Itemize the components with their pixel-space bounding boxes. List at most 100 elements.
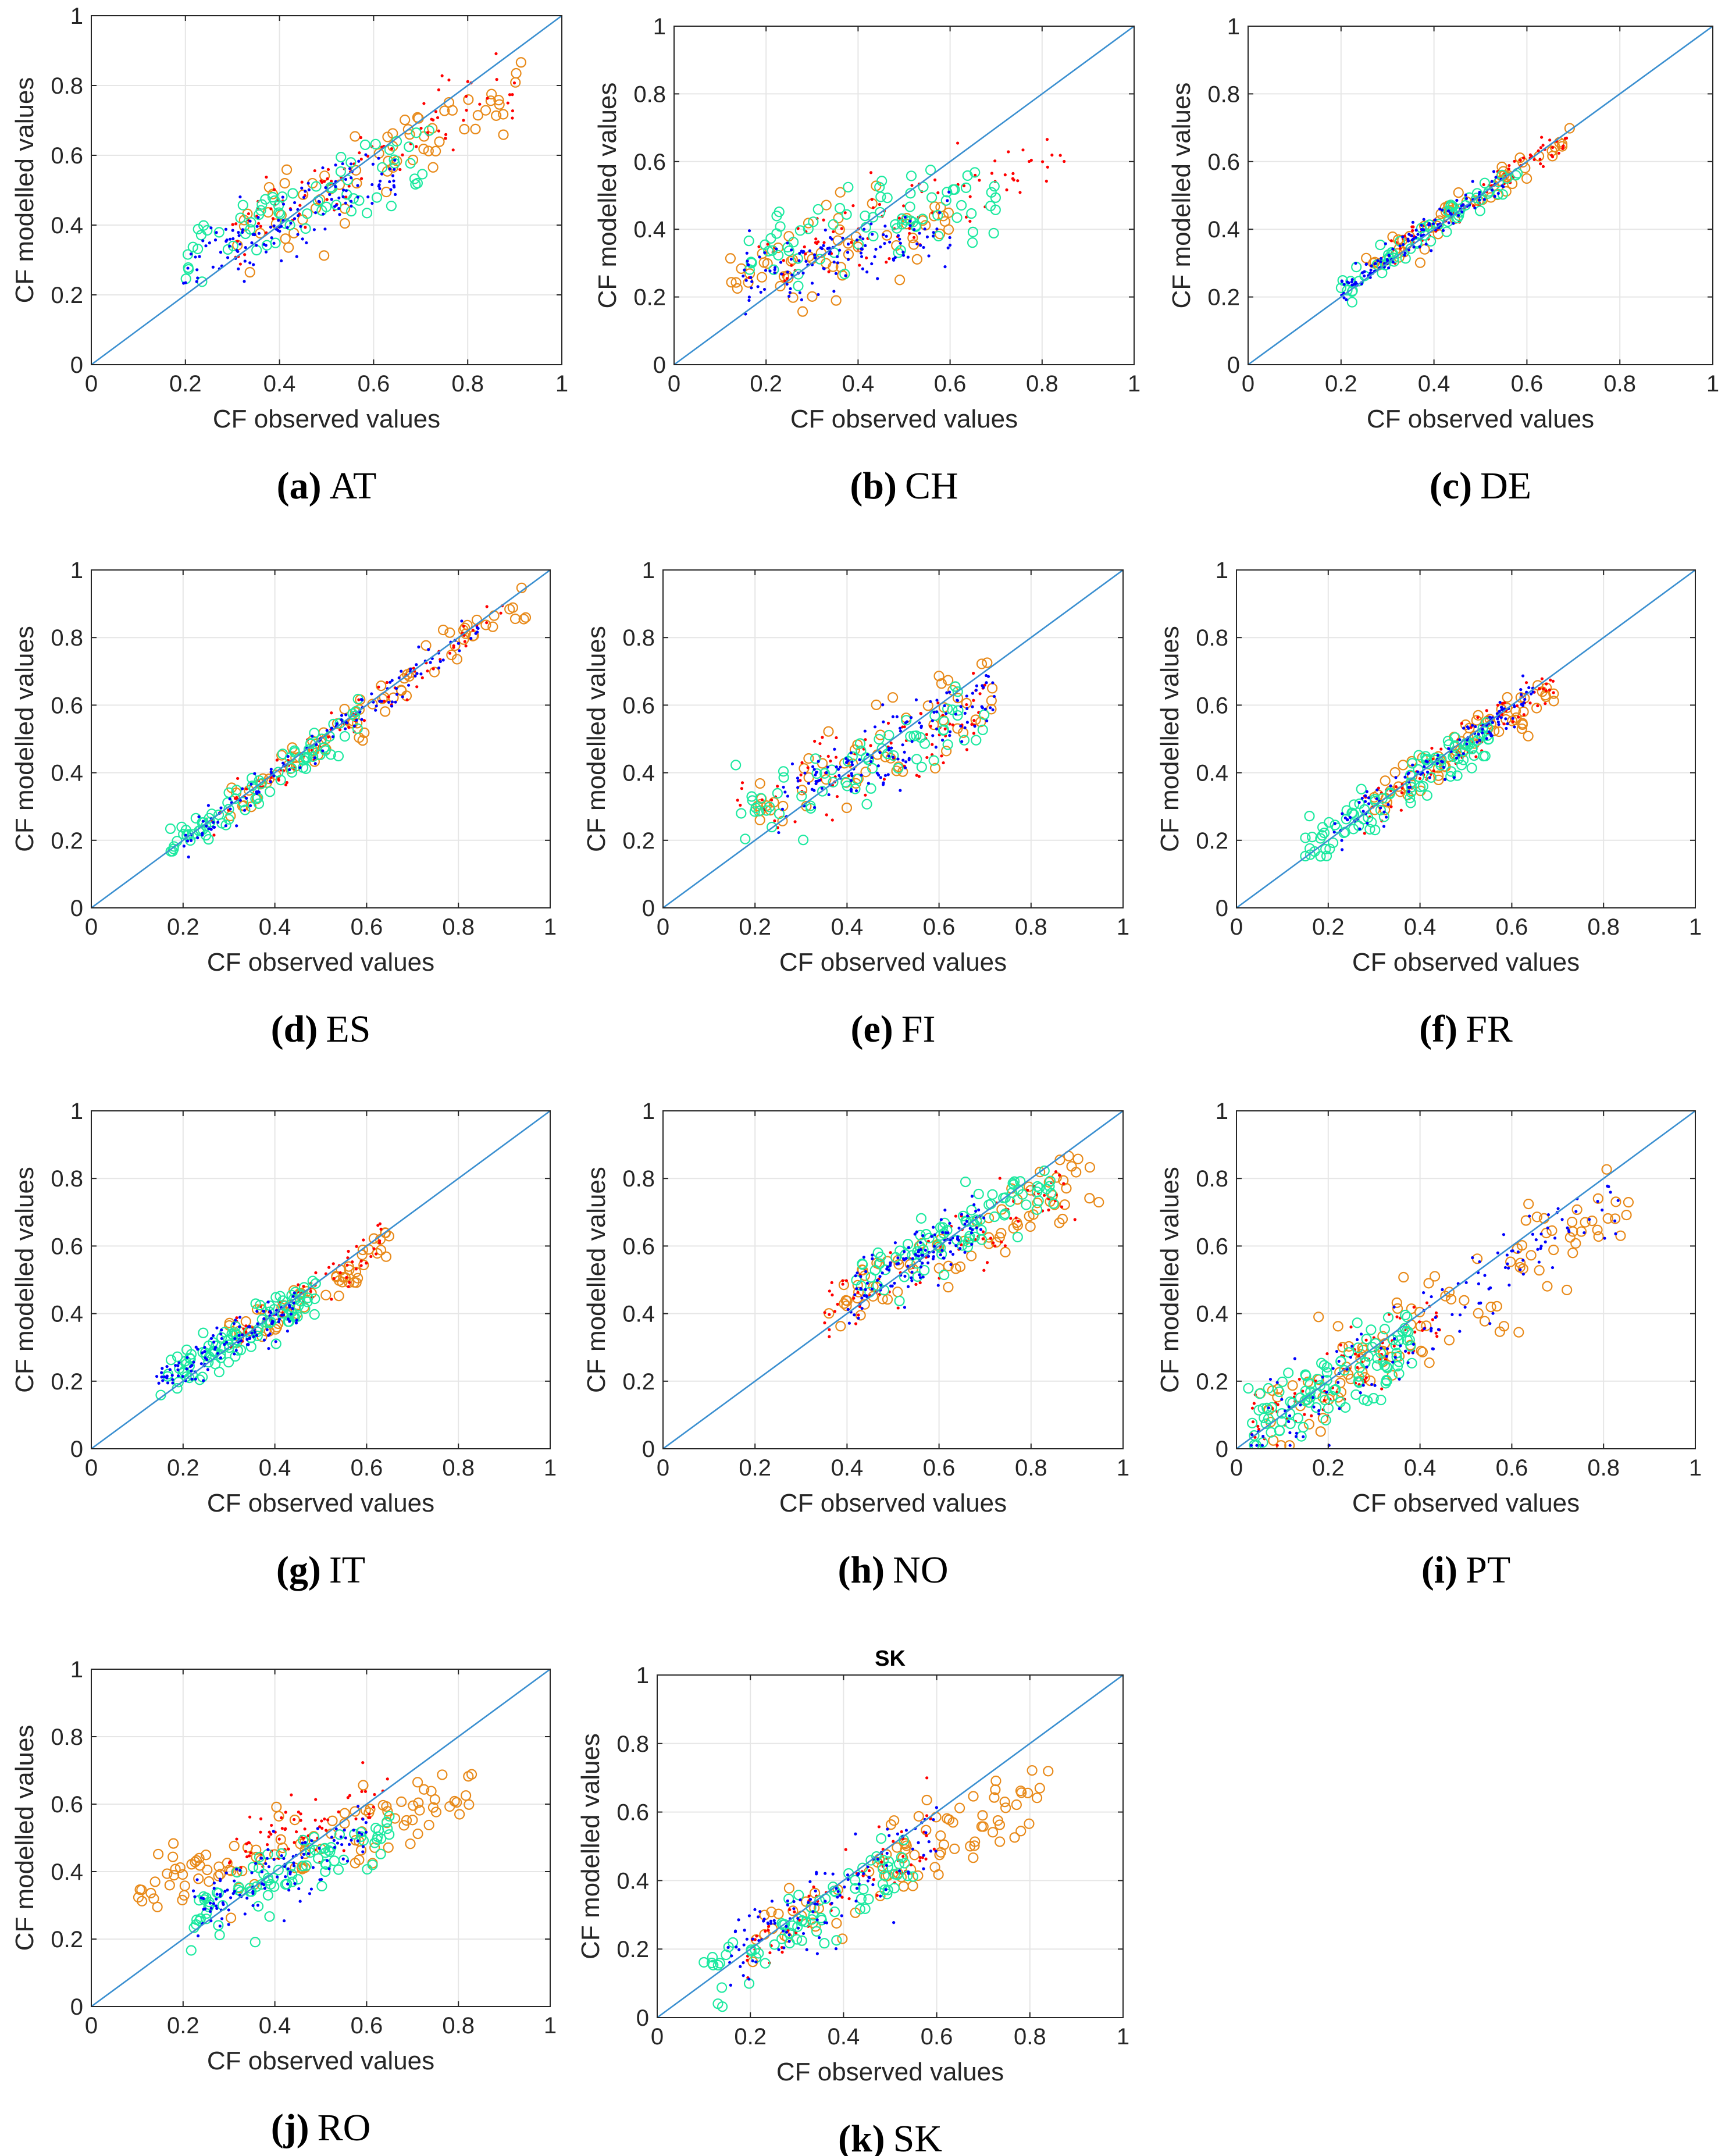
point-dot bbox=[1364, 1338, 1368, 1342]
point-circle bbox=[803, 218, 814, 229]
point-circle bbox=[1296, 1431, 1307, 1442]
y-tick-label: 0 bbox=[1216, 896, 1228, 921]
series-blue-dots bbox=[182, 153, 397, 285]
point-dot bbox=[1502, 1233, 1506, 1236]
point-dot bbox=[236, 776, 240, 781]
point-dot bbox=[214, 1904, 218, 1908]
point-dot bbox=[1317, 1412, 1321, 1416]
point-circle bbox=[377, 162, 388, 173]
point-dot bbox=[878, 202, 882, 206]
point-circle bbox=[184, 1373, 195, 1384]
point-dot bbox=[231, 237, 235, 241]
y-tick-label: 0.4 bbox=[622, 761, 655, 786]
point-dot bbox=[859, 1275, 862, 1278]
y-tick-label: 1 bbox=[70, 3, 83, 29]
point-dot bbox=[394, 687, 398, 690]
point-circle bbox=[746, 257, 757, 268]
point-circle bbox=[956, 199, 967, 211]
point-dot bbox=[940, 754, 943, 758]
point-dot bbox=[194, 1345, 198, 1349]
point-dot bbox=[975, 684, 978, 687]
point-dot bbox=[800, 298, 804, 302]
y-tick-label: 0.2 bbox=[1207, 285, 1240, 311]
point-circle bbox=[986, 695, 997, 706]
point-dot bbox=[1366, 821, 1369, 825]
y-tick-label: 0.8 bbox=[622, 625, 655, 651]
point-dot bbox=[860, 255, 864, 258]
point-circle bbox=[853, 238, 864, 250]
point-dot bbox=[238, 195, 242, 199]
y-tick-label: 1 bbox=[70, 1657, 83, 1683]
point-dot bbox=[508, 93, 512, 97]
point-circle bbox=[400, 115, 411, 126]
point-circle bbox=[970, 714, 981, 725]
point-circle bbox=[831, 295, 842, 306]
point-dot bbox=[934, 1849, 938, 1853]
point-dot bbox=[192, 1360, 195, 1364]
point-dot bbox=[355, 1245, 358, 1248]
point-dot bbox=[245, 1842, 248, 1845]
point-circle bbox=[1460, 719, 1471, 730]
point-dot bbox=[903, 766, 907, 769]
point-circle bbox=[383, 1842, 394, 1853]
point-circle bbox=[198, 220, 209, 231]
point-dot bbox=[407, 683, 411, 687]
point-dot bbox=[163, 1375, 166, 1378]
point-dot bbox=[356, 1805, 360, 1808]
point-dot bbox=[855, 238, 859, 242]
point-circle bbox=[771, 228, 782, 239]
x-tick-label: 1 bbox=[1117, 914, 1129, 940]
point-dot bbox=[377, 184, 380, 188]
point-dot bbox=[176, 1374, 180, 1378]
point-dot bbox=[177, 1361, 181, 1364]
point-dot bbox=[865, 270, 869, 274]
point-dot bbox=[822, 241, 826, 244]
y-tick-label: 0.4 bbox=[1207, 217, 1240, 243]
point-dot bbox=[908, 231, 911, 235]
point-circle bbox=[868, 230, 879, 242]
point-circle bbox=[255, 1299, 266, 1311]
point-dot bbox=[390, 679, 394, 682]
point-dot bbox=[881, 703, 885, 707]
point-dot bbox=[1488, 1322, 1492, 1325]
point-dot bbox=[227, 1908, 230, 1912]
point-dot bbox=[297, 1887, 301, 1891]
point-dot bbox=[415, 145, 418, 148]
point-dot bbox=[318, 1825, 322, 1829]
point-dot bbox=[1430, 746, 1434, 750]
point-dot bbox=[1000, 1240, 1003, 1243]
point-dot bbox=[836, 255, 839, 258]
point-circle bbox=[1024, 1210, 1035, 1222]
y-tick-label: 0 bbox=[70, 1437, 83, 1462]
point-dot bbox=[983, 683, 986, 687]
point-circle bbox=[989, 1211, 1000, 1223]
x-tick-label: 0 bbox=[668, 371, 680, 397]
point-dot bbox=[756, 285, 760, 288]
point-circle bbox=[939, 716, 950, 727]
point-circle bbox=[1347, 807, 1358, 819]
point-dot bbox=[443, 137, 447, 140]
y-tick-label: 0 bbox=[70, 1994, 83, 2020]
point-dot bbox=[275, 1875, 279, 1879]
point-dot bbox=[805, 1948, 808, 1951]
point-dot bbox=[860, 1296, 864, 1300]
point-dot bbox=[395, 693, 399, 696]
point-dot bbox=[247, 1325, 251, 1328]
series-blue-dots bbox=[846, 1195, 986, 1325]
x-tick-label: 0.2 bbox=[750, 371, 782, 397]
point-dot bbox=[209, 1337, 213, 1340]
point-dot bbox=[161, 1379, 165, 1382]
point-circle bbox=[1024, 1818, 1035, 1829]
point-dot bbox=[209, 226, 213, 230]
point-dot bbox=[295, 255, 298, 258]
point-circle bbox=[405, 1838, 416, 1849]
point-circle bbox=[1425, 236, 1437, 247]
point-circle bbox=[1602, 1213, 1613, 1224]
point-dot bbox=[931, 734, 935, 737]
point-circle bbox=[725, 253, 736, 264]
point-circle bbox=[1414, 257, 1426, 268]
x-axis-label: CF observed values bbox=[207, 948, 434, 977]
point-circle bbox=[395, 685, 407, 696]
point-dot bbox=[176, 1364, 180, 1367]
